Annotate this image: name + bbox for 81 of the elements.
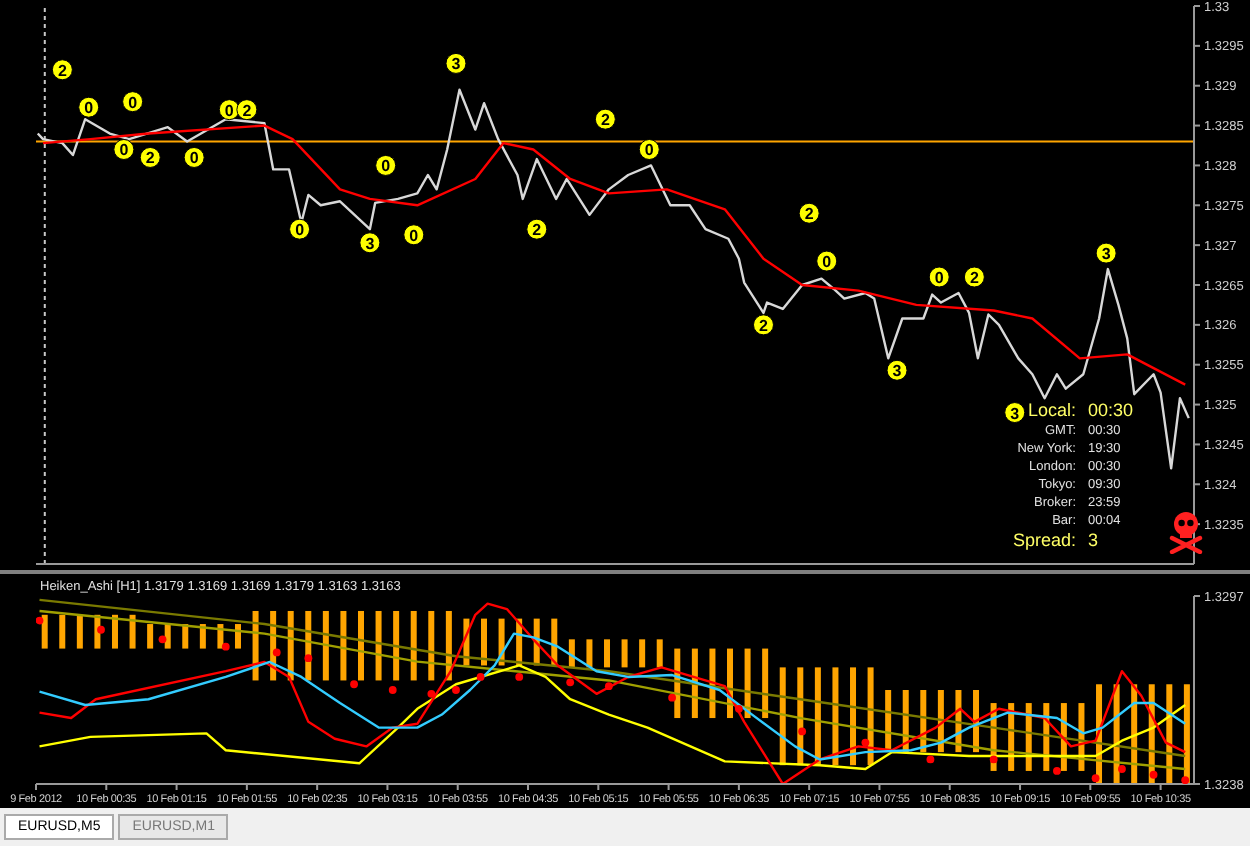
point	[515, 673, 524, 681]
bar	[59, 614, 66, 649]
annotation: 0	[381, 157, 392, 176]
annotation: 2	[759, 316, 770, 335]
annotation: Spread: 3	[1010, 530, 1099, 552]
bar	[393, 610, 400, 681]
annotation: 2	[57, 61, 68, 80]
bar	[832, 667, 839, 766]
annotation: 0	[128, 93, 139, 112]
annotation: 3	[451, 55, 462, 74]
annotation: 0	[295, 221, 306, 240]
line-series	[41, 124, 1187, 386]
annotation: 2	[242, 101, 253, 120]
bar	[375, 610, 382, 681]
point	[304, 654, 313, 663]
annotation: 2	[600, 111, 611, 130]
point	[388, 686, 397, 694]
annotation: 3	[1101, 245, 1112, 264]
bar	[234, 624, 241, 649]
annotation: 3	[892, 362, 903, 381]
annotation: 3	[365, 234, 376, 253]
bar	[410, 610, 417, 681]
point	[427, 689, 436, 698]
point	[1053, 767, 1061, 775]
bar	[850, 667, 857, 766]
bar	[428, 610, 435, 681]
bar	[656, 639, 663, 668]
point	[926, 755, 935, 764]
point	[97, 625, 105, 634]
point	[476, 673, 485, 681]
annotation: 0	[934, 269, 945, 288]
annotation: 2	[145, 149, 156, 168]
point	[1149, 770, 1158, 779]
annotation: 0	[644, 141, 655, 160]
bar	[814, 667, 821, 766]
annotation: 2	[532, 221, 543, 240]
bar	[129, 614, 136, 649]
annotation: 0	[822, 253, 833, 272]
line-series	[38, 664, 1187, 771]
bar	[111, 614, 118, 649]
bar	[322, 610, 329, 681]
annotation: Local: 00:30	[1027, 400, 1134, 422]
bar	[639, 639, 646, 668]
point	[566, 678, 575, 687]
point	[734, 704, 743, 713]
annotation: 0	[84, 99, 95, 118]
line-series	[36, 88, 1190, 470]
point	[350, 680, 358, 689]
bar	[1183, 684, 1190, 784]
point	[1181, 776, 1190, 784]
point	[36, 616, 44, 625]
bar	[481, 618, 487, 666]
line-series	[38, 632, 1187, 761]
point	[1091, 774, 1100, 783]
bar	[41, 614, 48, 649]
annotation: 3	[1010, 404, 1021, 423]
point	[604, 682, 613, 691]
point	[989, 755, 998, 764]
bar	[621, 639, 628, 668]
point	[158, 635, 167, 644]
point	[452, 686, 460, 694]
point	[798, 727, 807, 736]
annotation: 2	[969, 269, 980, 288]
annotation: 0	[189, 149, 200, 168]
bar	[762, 648, 769, 719]
bar	[358, 610, 364, 681]
annotation: 0	[119, 141, 130, 160]
point	[272, 648, 281, 657]
bar	[586, 639, 593, 668]
bar	[604, 639, 610, 668]
bar	[340, 610, 347, 681]
annotation: 0	[409, 226, 420, 245]
annotation: 2	[804, 205, 815, 224]
bar	[147, 624, 154, 649]
point	[668, 693, 677, 702]
bar	[76, 614, 83, 649]
point	[1118, 765, 1126, 773]
point	[221, 642, 230, 651]
annotation: 0	[224, 101, 235, 120]
point	[861, 738, 870, 747]
bar	[164, 624, 171, 649]
